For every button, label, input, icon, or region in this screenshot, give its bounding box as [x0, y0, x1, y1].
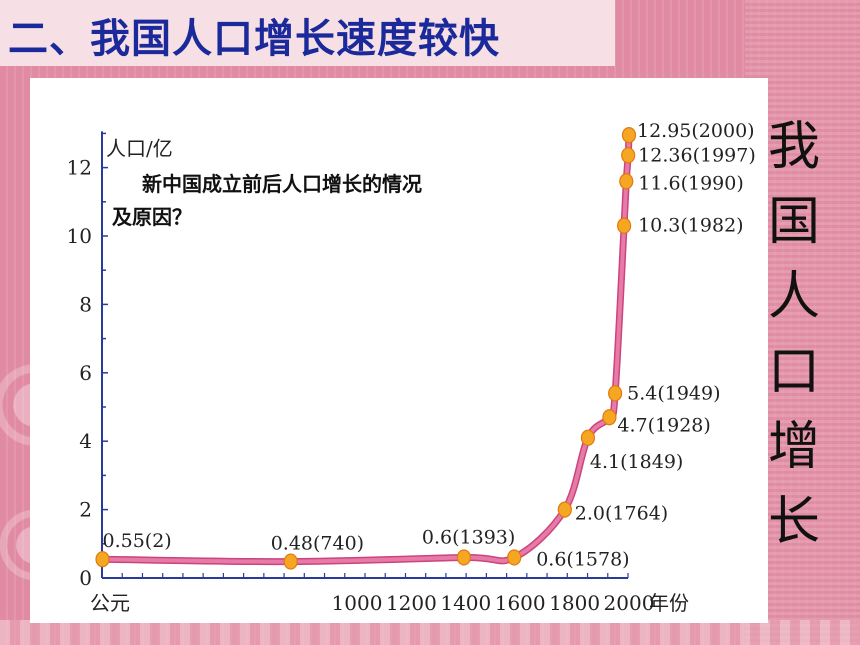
- data-point-label: 0.6(1578): [536, 548, 629, 570]
- side-label-char: 口: [767, 342, 820, 402]
- data-point-label: 5.4(1949): [627, 382, 720, 404]
- x-start-label: 公元: [90, 591, 130, 615]
- side-label-char: 增: [767, 417, 820, 477]
- chart-axes: 0 2 4 6 8 10 12 人口/亿 1000 1200 1400 1600 1800 2000 公元 年…: [67, 131, 689, 615]
- data-point-marker: [621, 147, 636, 164]
- y-tick-label: 10: [67, 224, 92, 248]
- side-label-char: 长: [767, 492, 820, 552]
- x-tick-label: 1800: [549, 591, 600, 615]
- y-tick-label: 0: [79, 566, 92, 590]
- side-label-char: 国: [767, 192, 820, 252]
- x-tick-label: 1000: [332, 591, 383, 615]
- data-point-label: 0.55(2): [103, 530, 172, 552]
- background-bottom-pattern: [0, 620, 860, 645]
- slide-title: 二、我国人口增长速度较快: [8, 16, 500, 62]
- data-point-marker: [95, 551, 110, 568]
- y-tick-label: 6: [79, 361, 92, 385]
- data-point-label: 4.7(1928): [617, 414, 710, 436]
- side-label-char: 人: [767, 267, 820, 327]
- population-curve-outline: [99, 131, 633, 566]
- data-point-marker: [283, 553, 298, 570]
- x-tick-label: 2000: [604, 591, 655, 615]
- data-point-label: 11.6(1990): [638, 172, 743, 194]
- data-point-marker: [602, 409, 617, 426]
- data-point-label: 12.36(1997): [638, 144, 756, 166]
- x-tick-label: 1600: [495, 591, 546, 615]
- y-tick-label: 4: [79, 429, 92, 453]
- x-tick-label: 1400: [440, 591, 491, 615]
- y-tick-label: 8: [79, 292, 92, 316]
- data-point-marker: [617, 217, 632, 234]
- x-tick-label: 1200: [386, 591, 437, 615]
- data-point-label: 12.95(2000): [637, 120, 755, 142]
- data-point-label: 2.0(1764): [575, 503, 668, 525]
- curve-layer: [99, 131, 633, 566]
- data-point-marker: [608, 385, 623, 402]
- question-line-2: 及原因？: [112, 205, 192, 229]
- y-tick-label: 12: [67, 156, 92, 180]
- data-point-label: 0.48(740): [271, 533, 364, 555]
- side-label: 我 国 人 口 增 长: [764, 110, 824, 560]
- x-axis-label: 年份: [649, 591, 689, 615]
- chart-marks: 0.55(2) 0.48(740) 0.6(1393) 0.6(1578) 2.0(17…: [95, 120, 756, 570]
- y-tick-label: 2: [79, 498, 92, 522]
- data-point-label: 10.3(1982): [638, 215, 743, 237]
- title-bar: 二、我国人口增长速度较快: [0, 0, 615, 66]
- data-point-marker: [619, 173, 634, 190]
- data-point-marker: [557, 501, 572, 518]
- data-point-marker: [621, 127, 637, 144]
- data-point-label: 0.6(1393): [422, 526, 515, 548]
- population-chart: 0 2 4 6 8 10 12 人口/亿 1000 1200 1400 1600 1800 2000 公元 年…: [67, 120, 756, 615]
- population-curve: [100, 133, 631, 564]
- data-point-marker: [507, 549, 522, 566]
- question-line-1: 新中国成立前后人口增长的情况: [142, 172, 422, 196]
- data-point-marker: [580, 429, 596, 446]
- data-point-marker: [456, 549, 471, 566]
- data-point-label: 4.1(1849): [590, 451, 683, 473]
- side-label-char: 我: [767, 117, 820, 177]
- y-axis-label: 人口/亿: [106, 136, 173, 160]
- chart-panel: 0 2 4 6 8 10 12 人口/亿 1000 1200 1400 1600 1800 2000 公元 年…: [30, 78, 768, 623]
